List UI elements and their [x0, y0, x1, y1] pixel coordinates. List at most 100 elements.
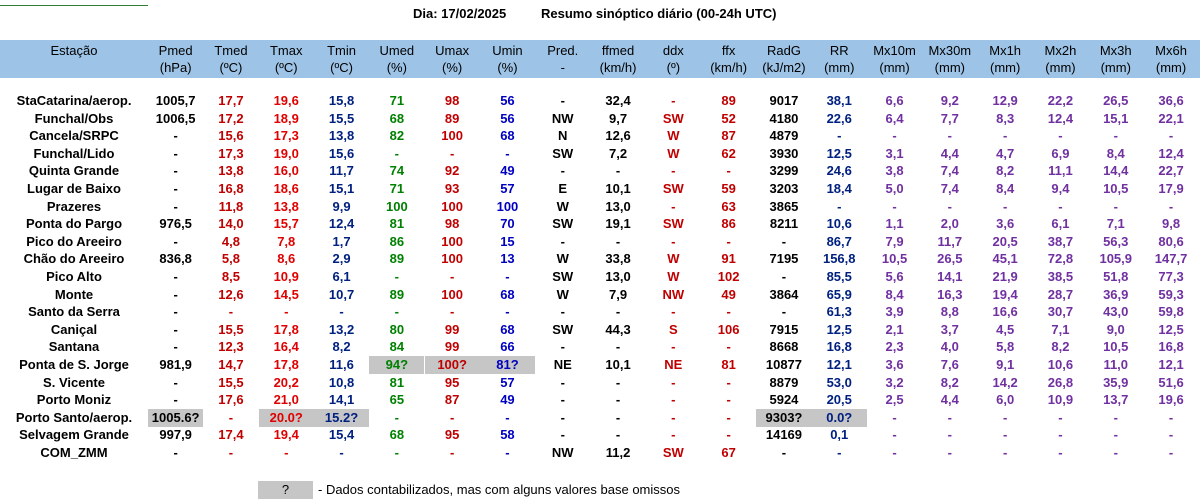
- data-cell: 71: [389, 93, 405, 108]
- data-cell: 7,9: [609, 286, 628, 302]
- data-cell: 59,3: [1158, 286, 1184, 302]
- column-header: Tmin: [327, 43, 356, 58]
- data-cell: -: [671, 392, 676, 408]
- data-cell: 45,1: [992, 251, 1018, 267]
- data-cell: 3,9: [885, 304, 904, 320]
- data-cell: 18,6: [273, 181, 299, 196]
- data-cell: -: [339, 445, 344, 460]
- data-cell: -: [173, 128, 178, 144]
- station-name: Lugar de Baixo: [27, 181, 121, 196]
- data-cell: -: [173, 233, 178, 249]
- data-cell: 836,8: [159, 251, 192, 267]
- data-cell: 8,2: [1051, 339, 1070, 355]
- data-cell: 17,8: [273, 357, 299, 372]
- data-cell: S: [669, 321, 678, 337]
- data-cell: -: [284, 445, 289, 460]
- data-cell: 1,7: [332, 233, 351, 249]
- data-cell: 86: [721, 216, 736, 232]
- data-cell: 5924: [769, 392, 799, 408]
- data-cell: -: [1113, 198, 1118, 214]
- data-cell: -: [1168, 427, 1174, 443]
- data-cell: -: [1113, 427, 1118, 443]
- data-cell: 87: [721, 128, 736, 144]
- station-name: Funchal/Lido: [33, 145, 115, 161]
- data-cell: 12,9: [992, 93, 1018, 108]
- column-header: Umin: [492, 43, 523, 58]
- data-cell: 19,6: [1158, 392, 1184, 408]
- data-cell: 53,0: [826, 374, 852, 390]
- data-cell: 100: [385, 198, 408, 214]
- data-cell: 106: [717, 321, 740, 337]
- data-cell: 44,3: [605, 321, 631, 337]
- data-cell: 49: [500, 163, 515, 179]
- column-header: Mx2h: [1044, 43, 1077, 58]
- data-cell: 14169: [765, 427, 803, 443]
- data-cell: -: [671, 198, 676, 214]
- data-cell: -: [892, 409, 897, 425]
- data-cell: 15,8: [328, 93, 355, 108]
- data-cell: -: [947, 409, 952, 425]
- data-cell: 8211: [769, 216, 799, 232]
- column-header: Mx6h: [1155, 43, 1187, 58]
- data-cell: 11,7: [937, 233, 963, 249]
- data-cell: 100: [441, 233, 463, 249]
- data-cell: 10,9: [1047, 392, 1074, 408]
- data-cell: 9,8: [1162, 216, 1181, 232]
- data-cell: 16,0: [273, 163, 299, 179]
- data-cell: 15,1: [1103, 110, 1129, 126]
- data-cell: -: [1113, 445, 1118, 460]
- data-cell: 59: [721, 181, 736, 196]
- data-cell: -: [1058, 128, 1063, 144]
- data-cell: 100: [441, 128, 463, 144]
- data-cell: 93: [444, 181, 460, 196]
- data-cell: SW: [662, 216, 684, 232]
- data-cell: 7,4: [940, 163, 959, 179]
- data-cell: 10,5: [1103, 181, 1129, 196]
- data-cell: 8879: [769, 374, 799, 390]
- data-cell: -: [615, 304, 621, 320]
- data-cell: -: [173, 445, 178, 460]
- data-cell: 1005.6?: [148, 408, 204, 427]
- data-cell: 68: [389, 427, 405, 443]
- data-cell: -: [173, 339, 178, 355]
- column-header: Mx10m: [873, 43, 916, 58]
- data-cell: 68: [500, 128, 515, 144]
- data-cell: -: [173, 163, 178, 179]
- data-cell: 16,4: [273, 339, 299, 355]
- data-cell: 15,1: [328, 181, 355, 196]
- data-cell: -: [394, 304, 399, 320]
- data-cell: 10,1: [605, 181, 631, 196]
- data-cell: 91: [721, 251, 736, 267]
- data-cell: 6,1: [332, 269, 351, 284]
- data-cell: -: [1113, 128, 1118, 144]
- data-cell: -: [449, 445, 455, 460]
- data-cell: 30,7: [1047, 304, 1074, 320]
- data-cell: -: [615, 233, 621, 249]
- data-cell: 2,9: [332, 251, 351, 267]
- data-cell: 7,6: [940, 357, 959, 372]
- column-unit: (ºC): [274, 60, 298, 75]
- data-cell: W: [667, 269, 680, 284]
- data-cell: 13,0: [605, 198, 631, 214]
- station-name: Prazeres: [46, 198, 102, 214]
- data-cell: -: [560, 392, 565, 408]
- data-cell: 1006,5: [155, 110, 196, 126]
- data-cell: 9,7: [609, 110, 628, 126]
- data-cell: 7,8: [277, 233, 296, 249]
- legend-symbol: ?: [258, 481, 313, 499]
- data-cell: -: [1002, 409, 1008, 425]
- data-cell: 7,9: [885, 233, 904, 249]
- data-cell: 16,3: [937, 286, 963, 302]
- data-cell: 65: [389, 392, 405, 408]
- data-cell: 66: [500, 339, 515, 355]
- data-cell: 8,2: [996, 163, 1015, 179]
- data-cell: 18,9: [273, 110, 299, 126]
- data-cell: 13: [500, 251, 515, 267]
- data-cell: 16,6: [992, 304, 1018, 320]
- data-cell: 57: [500, 374, 515, 390]
- data-cell: 11,7: [329, 163, 354, 179]
- column-unit: (ºC): [219, 60, 243, 75]
- data-cell: 10,8: [328, 374, 355, 390]
- data-cell: 147,7: [1154, 251, 1188, 267]
- data-cell: SW: [552, 145, 574, 161]
